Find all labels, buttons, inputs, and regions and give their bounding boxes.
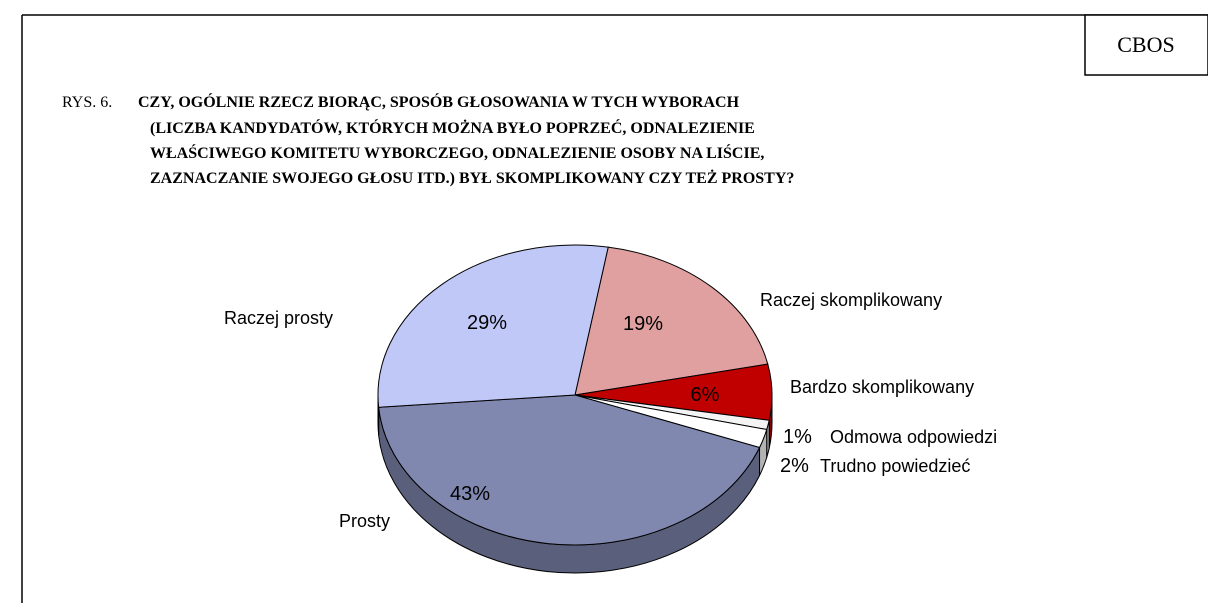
figure-label: RYS. 6. [62,94,112,111]
slice [377,244,609,408]
value-label: 2% [780,455,809,477]
category-label: Bardzo skomplikowany [790,377,974,397]
slice [378,394,761,546]
slice [574,246,769,396]
value-label: 43% [450,483,490,505]
category-label: Raczej prosty [224,308,333,328]
title-line: ZAZNACZANIE SWOJEGO GŁOSU ITD.) BYŁ SKOM… [150,168,794,187]
source: CBOS [1117,32,1174,57]
source-box [1084,14,1208,76]
title-line: (LICZBA KANDYDATÓW, KTÓRYCH MOŻNA BYŁO P… [150,118,755,137]
value-label: 29% [467,312,507,334]
category-label: Prosty [339,511,390,531]
value-label: 1% [783,426,812,448]
value-label: 6% [691,384,720,406]
value-label: 19% [623,313,663,335]
title-line: WŁAŚCIWEGO KOMITETU WYBORCZEGO, ODNALEZI… [150,143,764,162]
title-line: CZY, OGÓLNIE RZECZ BIORĄC, SPOSÓB GŁOSOW… [138,92,740,111]
category-label: Odmowa odpowiedzi [830,427,997,447]
category-label: Trudno powiedzieć [820,456,970,476]
category-label: Raczej skomplikowany [760,290,942,310]
